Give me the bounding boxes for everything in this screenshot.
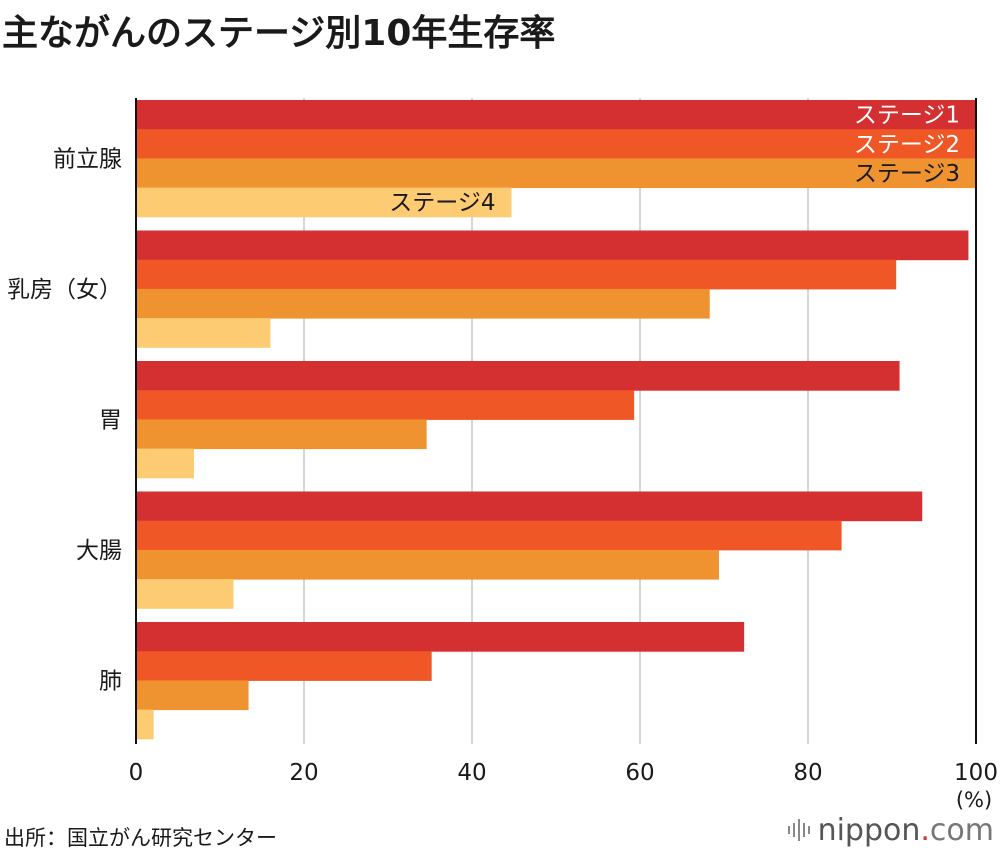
category-label-0: 前立腺 — [53, 146, 122, 172]
nippon-logo: nippon.com — [787, 812, 994, 848]
bar-2-2 — [136, 419, 427, 450]
bar-1-2 — [136, 288, 710, 319]
bar-4-0 — [136, 622, 745, 652]
logo-suffix: com — [929, 812, 994, 848]
bar-4-1 — [136, 651, 432, 681]
x-tick-label-60: 60 — [625, 760, 654, 786]
category-label-2: 胃 — [99, 407, 122, 433]
bar-0-3 — [136, 187, 512, 218]
bar-3-2 — [136, 549, 719, 580]
category-label-3: 大腸 — [76, 538, 122, 564]
bar-3-3 — [136, 579, 234, 609]
bar-3-1 — [136, 520, 842, 551]
bar-3-0 — [136, 491, 923, 522]
bar-0-2 — [136, 158, 976, 189]
series-label-2: ステージ3 — [854, 161, 960, 187]
x-tick-label-40: 40 — [457, 760, 486, 786]
category-label-4: 肺 — [99, 668, 122, 694]
chart-title: 主ながんのステージ別10年生存率 — [2, 13, 556, 54]
bar-2-3 — [136, 448, 194, 479]
bar-1-0 — [136, 230, 969, 261]
bar-4-2 — [136, 680, 249, 711]
logo-mark-icon — [787, 819, 810, 841]
x-tick-label-0: 0 — [129, 760, 144, 786]
bar-0-0 — [136, 100, 976, 130]
x-tick-label-80: 80 — [793, 760, 822, 786]
bar-2-0 — [136, 361, 900, 391]
series-label-1: ステージ2 — [854, 132, 960, 158]
source-note: 出所：国立がん研究センター — [4, 826, 277, 850]
logo-text: nippon.com — [818, 813, 994, 848]
logo-dot: . — [920, 812, 930, 848]
bar-0-1 — [136, 129, 976, 159]
bar-4-3 — [136, 709, 154, 740]
x-tick-label-20: 20 — [289, 760, 318, 786]
series-label-3: ステージ4 — [389, 190, 495, 216]
series-label-0: ステージ1 — [854, 103, 960, 129]
bar-2-1 — [136, 390, 635, 420]
x-tick-label-100: 100 — [954, 760, 998, 786]
bar-1-3 — [136, 318, 271, 348]
x-unit-label: (%) — [956, 788, 992, 812]
bar-1-1 — [136, 259, 897, 290]
category-label-1: 乳房（女） — [7, 277, 122, 303]
logo-name: nippon — [817, 812, 921, 848]
